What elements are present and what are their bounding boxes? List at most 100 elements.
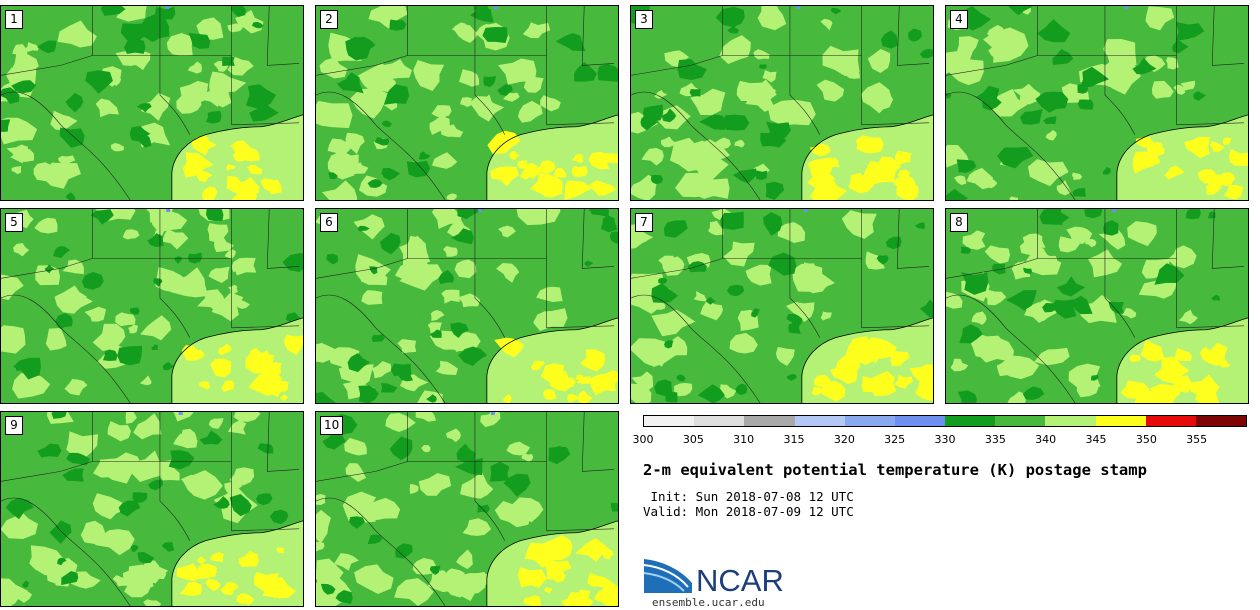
light-green-patch xyxy=(342,378,375,400)
dark-green-patch xyxy=(687,261,708,273)
light-green-patch xyxy=(125,412,137,424)
light-green-patch xyxy=(92,323,126,352)
light-green-patch xyxy=(753,49,770,60)
yellow-patch xyxy=(197,556,207,564)
boundary-line xyxy=(1104,55,1136,135)
dark-green-patch xyxy=(584,260,594,267)
boundary-line xyxy=(789,55,821,135)
light-green-patch xyxy=(451,571,489,602)
dark-green-patch xyxy=(230,6,246,17)
boundary-line xyxy=(896,209,930,269)
yellow-patch xyxy=(1135,137,1153,148)
yellow-patch xyxy=(274,380,289,393)
colorbar-segment xyxy=(945,416,996,426)
boundary-line xyxy=(581,412,615,472)
dark-green-patch xyxy=(367,534,383,545)
boundary-line xyxy=(231,325,300,329)
yellow-patch xyxy=(808,164,824,173)
light-green-patch xyxy=(631,174,658,200)
light-green-patch xyxy=(511,497,544,523)
yellow-patch xyxy=(1195,389,1220,403)
dark-green-patch xyxy=(477,504,490,513)
yellow-patch xyxy=(253,571,279,594)
light-green-patch xyxy=(155,266,189,292)
dark-green-patch xyxy=(1091,374,1099,381)
boundary-line xyxy=(1176,122,1245,126)
light-green-patch xyxy=(368,6,408,29)
yellow-patch xyxy=(536,160,556,174)
yellow-patch xyxy=(530,172,563,198)
dark-green-patch xyxy=(61,570,79,586)
light-green-patch xyxy=(431,152,458,169)
yellow-patch xyxy=(509,150,520,161)
light-green-patch xyxy=(1180,80,1195,91)
light-green-patch xyxy=(516,209,561,226)
dark-green-patch xyxy=(90,209,114,225)
boundary-line xyxy=(92,412,161,462)
yellow-patch xyxy=(259,349,270,360)
dark-green-patch xyxy=(755,170,768,181)
ensemble-member-map: 4 xyxy=(945,5,1249,201)
colorbar-tick-labels: 300 305 310 315 320 325 330 335 340 345 350 355 xyxy=(633,433,1247,447)
map-field xyxy=(1,412,303,606)
boundary-line xyxy=(546,528,615,532)
light-green-patch xyxy=(345,463,367,482)
dark-green-patch xyxy=(991,263,1006,275)
boundary-line xyxy=(1,91,131,200)
light-green-patch xyxy=(93,459,122,478)
dark-green-patch xyxy=(609,231,618,245)
light-green-patch xyxy=(1022,247,1062,276)
light-green-patch xyxy=(214,237,234,253)
light-green-patch xyxy=(107,421,132,442)
dark-green-patch xyxy=(574,62,597,82)
light-green-patch xyxy=(987,25,1005,41)
light-green-patch xyxy=(354,564,394,595)
dark-green-patch xyxy=(665,392,678,403)
dark-green-patch xyxy=(946,188,969,200)
dark-green-patch xyxy=(62,468,84,482)
map-field xyxy=(1,209,303,403)
light-green-patch xyxy=(441,289,460,304)
light-green-patch xyxy=(34,217,58,234)
light-green-patch xyxy=(413,59,445,92)
dark-green-patch xyxy=(1052,298,1077,319)
light-green-patch xyxy=(865,251,886,270)
dark-green-patch xyxy=(56,320,68,330)
light-green-patch xyxy=(521,452,534,463)
light-green-patch xyxy=(371,361,392,379)
light-green-patch xyxy=(25,42,39,52)
light-green-patch xyxy=(693,291,708,302)
ensemble-member-map: 10 xyxy=(315,411,619,607)
colorbar-tick-label: 300 xyxy=(632,433,654,446)
light-green-patch xyxy=(357,62,398,94)
lake-speck xyxy=(803,209,808,212)
yellow-patch xyxy=(1140,339,1165,362)
member-number-badge: 8 xyxy=(950,213,968,232)
light-green-patch xyxy=(421,445,431,453)
coastline xyxy=(486,114,618,200)
light-green-patch xyxy=(1,512,38,539)
light-green-patch xyxy=(1034,347,1070,366)
light-green-patch xyxy=(227,55,254,76)
light-green-patch xyxy=(816,79,845,102)
light-green-patch xyxy=(380,58,413,80)
dark-green-patch xyxy=(406,160,431,178)
light-green-patch xyxy=(469,96,505,122)
colorbar-segment xyxy=(694,416,745,426)
dark-green-patch xyxy=(57,557,67,566)
boundary-line xyxy=(266,6,300,66)
yellow-patch xyxy=(809,178,848,200)
boundary-line xyxy=(474,461,506,541)
colorbar-segment xyxy=(844,416,895,426)
light-green-patch xyxy=(984,245,1011,264)
light-green-patch xyxy=(110,142,125,152)
member-number-badge: 3 xyxy=(635,10,653,29)
boundary-line xyxy=(407,412,476,462)
dark-green-patch xyxy=(664,340,674,349)
yellow-patch xyxy=(181,345,205,361)
yellow-patch xyxy=(870,351,882,364)
dark-green-patch xyxy=(44,264,55,274)
light-green-patch xyxy=(399,262,444,291)
yellow-patch xyxy=(894,150,912,166)
light-green-patch xyxy=(631,371,654,392)
